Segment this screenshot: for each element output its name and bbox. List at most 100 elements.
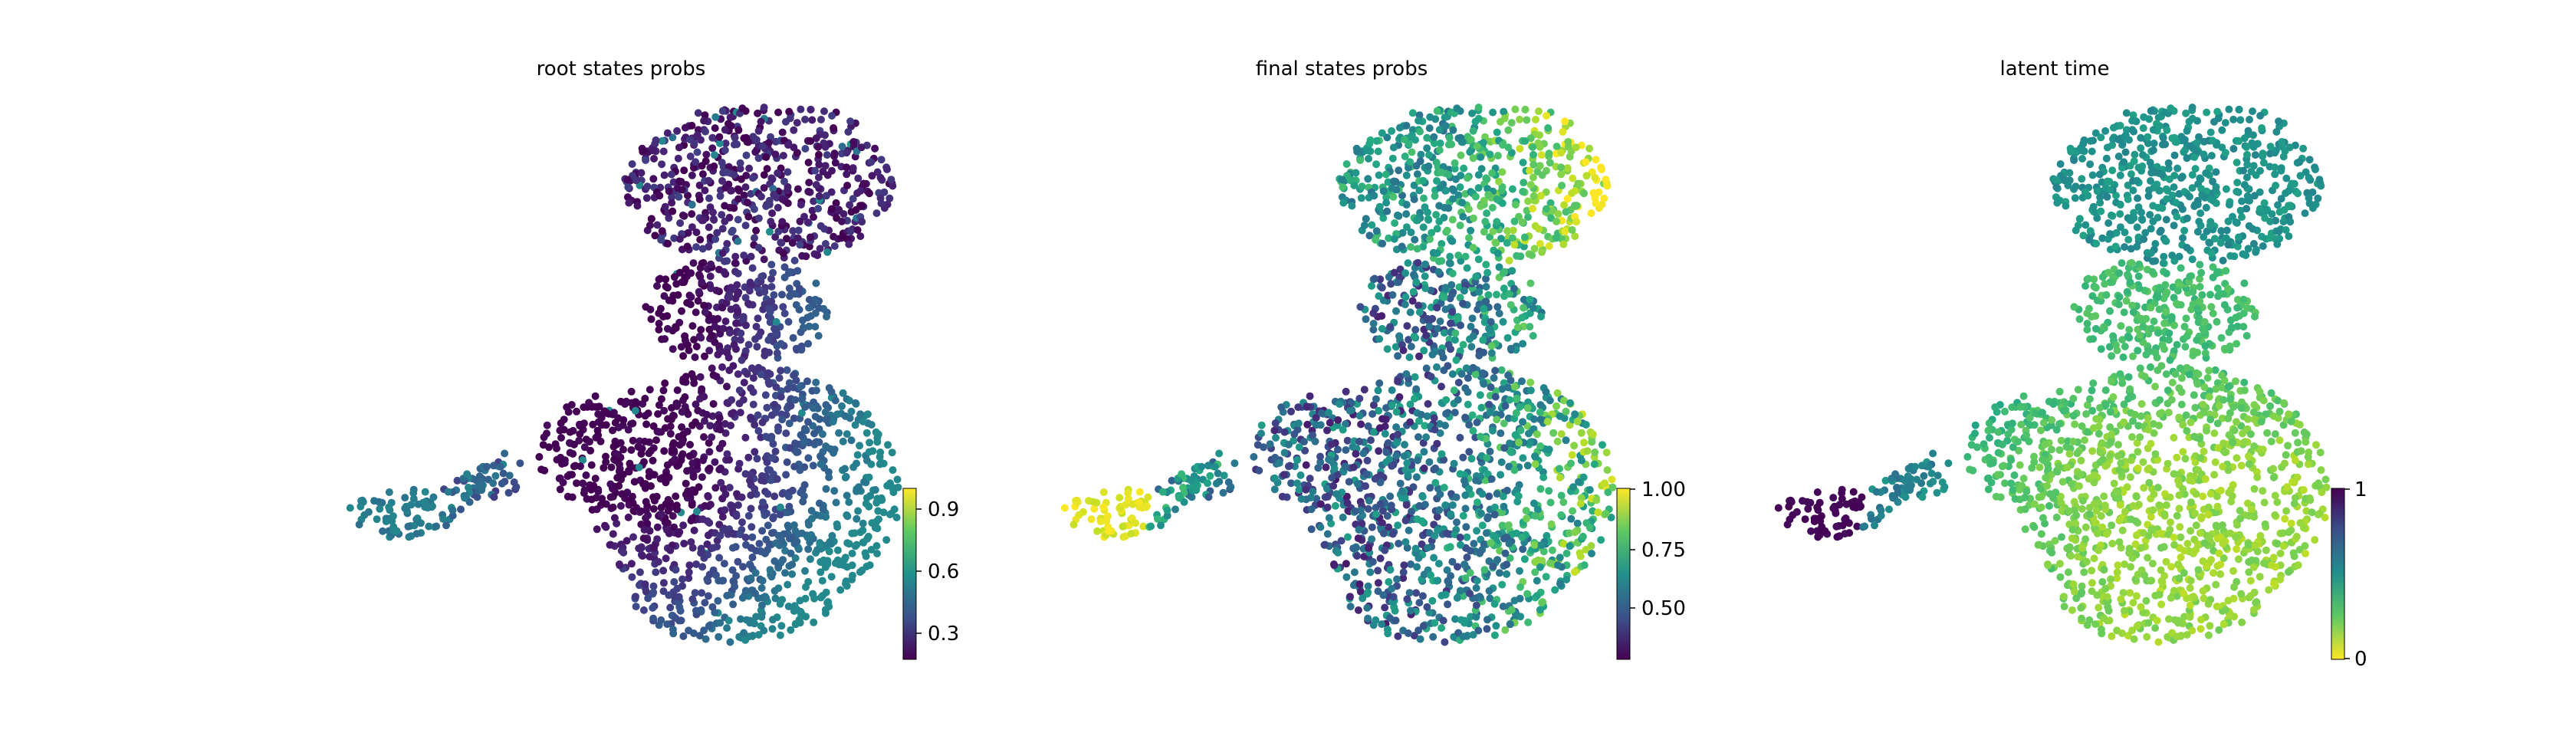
scatter-point bbox=[1516, 145, 1524, 153]
scatter-point bbox=[1477, 432, 1484, 441]
scatter-point bbox=[790, 126, 798, 134]
scatter-point bbox=[1358, 182, 1366, 191]
scatter-point bbox=[1364, 588, 1372, 596]
scatter-point bbox=[796, 466, 804, 475]
scatter-point bbox=[540, 466, 549, 475]
scatter-points bbox=[346, 104, 902, 646]
scatter-point bbox=[1219, 488, 1227, 497]
scatter-point bbox=[700, 117, 708, 125]
scatter-point bbox=[753, 455, 761, 463]
scatter-point bbox=[754, 427, 763, 435]
colorbar-tick-label: 1.00 bbox=[1641, 478, 1686, 501]
scatter-point bbox=[1571, 410, 1579, 419]
scatter-point bbox=[1316, 452, 1324, 461]
scatter-point bbox=[1472, 613, 1480, 621]
scatter-point bbox=[1480, 304, 1488, 313]
scatter-point bbox=[742, 151, 751, 159]
scatter-point bbox=[672, 280, 681, 288]
scatter-point bbox=[1204, 479, 1212, 488]
scatter-point bbox=[818, 430, 826, 439]
scatter-point bbox=[734, 195, 742, 203]
scatter-point bbox=[1401, 517, 1410, 524]
scatter-point bbox=[1395, 166, 1403, 175]
scatter-point bbox=[816, 557, 825, 566]
scatter-point bbox=[845, 240, 853, 248]
scatter-point bbox=[706, 422, 715, 430]
scatter-point bbox=[1406, 308, 1414, 317]
scatter-point bbox=[1497, 458, 1506, 466]
scatter-point bbox=[812, 386, 820, 395]
scatter-point bbox=[1363, 603, 1372, 612]
scatter-point bbox=[630, 478, 639, 486]
scatter-point bbox=[774, 169, 782, 177]
scatter-point bbox=[762, 202, 770, 210]
scatter-point bbox=[401, 494, 409, 502]
scatter-point bbox=[692, 243, 701, 251]
scatter-point bbox=[1412, 473, 1421, 481]
scatter-point bbox=[2189, 288, 2197, 296]
scatter-point bbox=[1489, 108, 1497, 117]
scatter-point bbox=[767, 297, 776, 306]
scatter-point bbox=[653, 282, 661, 290]
scatter-point bbox=[1510, 466, 1519, 475]
scatter-point bbox=[1537, 313, 1545, 320]
scatter-point bbox=[2108, 521, 2116, 530]
scatter-point bbox=[2127, 245, 2135, 253]
scatter-point bbox=[1406, 418, 1414, 426]
scatter-point bbox=[735, 459, 744, 468]
scatter-point bbox=[1522, 507, 1530, 515]
scatter-point bbox=[758, 527, 767, 535]
scatter-point bbox=[856, 528, 865, 537]
scatter-point bbox=[2140, 113, 2148, 121]
scatter-point bbox=[764, 369, 773, 377]
scatter-point bbox=[677, 616, 685, 625]
scatter-point bbox=[1536, 240, 1544, 248]
scatter-point bbox=[1412, 589, 1421, 597]
scatter-point bbox=[734, 269, 742, 278]
scatter-point bbox=[2238, 213, 2246, 222]
scatter-point bbox=[711, 151, 718, 159]
scatter-point bbox=[1383, 345, 1392, 353]
scatter-point bbox=[1482, 297, 1490, 306]
scatter-point bbox=[649, 582, 658, 590]
scatter-point bbox=[556, 474, 564, 482]
scatter-point bbox=[761, 288, 769, 296]
scatter-point bbox=[763, 509, 770, 518]
scatter-point bbox=[741, 222, 750, 230]
scatter-point bbox=[2251, 151, 2259, 159]
scatter-point bbox=[1408, 148, 1416, 156]
scatter-point bbox=[811, 295, 820, 304]
scatter-point bbox=[1463, 554, 1471, 561]
scatter-point bbox=[765, 380, 774, 388]
scatter-point bbox=[2271, 430, 2279, 439]
scatter-point bbox=[1459, 632, 1467, 641]
scatter-point bbox=[1506, 620, 1514, 629]
scatter-point bbox=[754, 314, 762, 323]
scatter-point bbox=[499, 469, 508, 478]
scatter-point bbox=[670, 523, 678, 531]
scatter-point bbox=[2073, 449, 2082, 458]
scatter-point bbox=[708, 133, 717, 142]
scatter-point bbox=[821, 408, 830, 416]
scatter-point bbox=[1484, 616, 1491, 624]
scatter-point bbox=[673, 462, 682, 470]
scatter-point bbox=[1404, 629, 1412, 637]
scatter-point bbox=[1364, 422, 1372, 430]
scatter-point bbox=[1545, 150, 1553, 158]
scatter-point bbox=[702, 635, 710, 643]
scatter-point bbox=[849, 164, 857, 172]
scatter-point bbox=[2176, 523, 2184, 531]
scatter-point bbox=[1212, 479, 1221, 488]
scatter-point bbox=[378, 498, 386, 507]
scatter-point bbox=[346, 504, 354, 512]
scatter-point bbox=[847, 436, 856, 445]
scatter-point bbox=[796, 241, 804, 249]
scatter-point bbox=[1602, 449, 1611, 457]
scatter-point bbox=[2183, 540, 2192, 548]
scatter-point bbox=[701, 186, 709, 195]
scatter-point bbox=[727, 122, 735, 130]
scatter-point bbox=[1448, 370, 1457, 378]
scatter-point bbox=[1557, 149, 1566, 157]
scatter-point bbox=[1428, 350, 1437, 359]
scatter-point bbox=[2082, 221, 2090, 229]
